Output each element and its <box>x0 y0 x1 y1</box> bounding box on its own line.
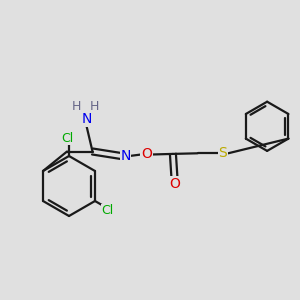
Text: S: S <box>218 146 227 160</box>
Text: Cl: Cl <box>102 204 114 217</box>
Text: H: H <box>72 100 82 113</box>
Text: O: O <box>141 148 152 161</box>
Text: H: H <box>89 100 99 113</box>
Text: Cl: Cl <box>61 131 74 145</box>
Text: N: N <box>81 112 92 126</box>
Text: O: O <box>169 177 180 191</box>
Text: N: N <box>120 149 131 163</box>
